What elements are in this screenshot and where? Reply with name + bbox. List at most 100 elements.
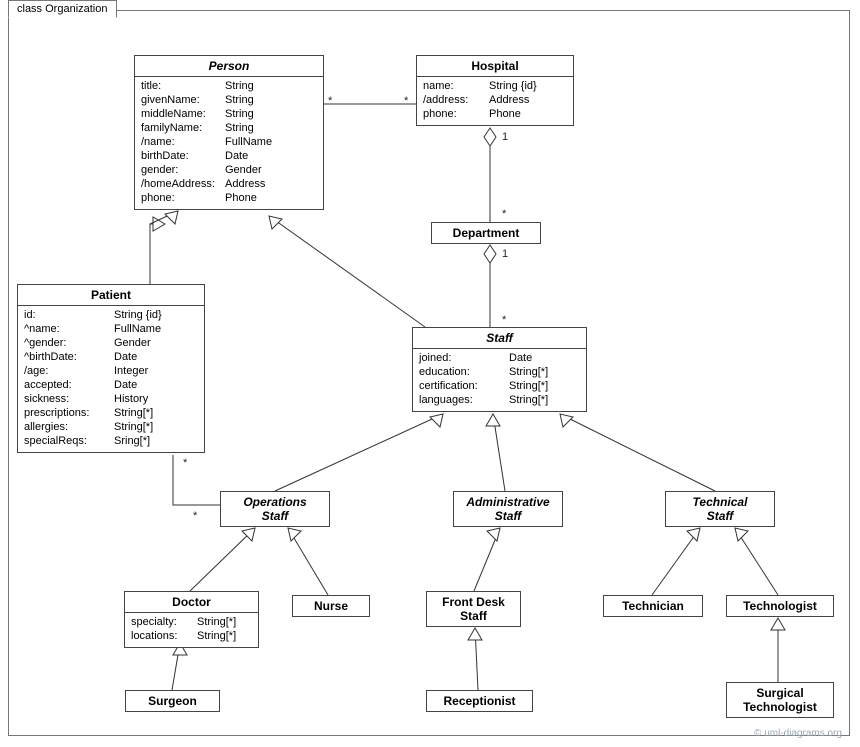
attr-type: String[*]: [197, 615, 236, 629]
attr-row: sickness:History: [24, 392, 198, 406]
attr-name: ^birthDate:: [24, 350, 114, 364]
attr-name: /address:: [423, 93, 489, 107]
attr-type: String: [225, 93, 254, 107]
attr-name: ^gender:: [24, 336, 114, 350]
class-title: Department: [432, 223, 540, 243]
class-title: Staff: [413, 328, 586, 349]
multiplicity-label: *: [193, 510, 197, 522]
attr-type: String[*]: [509, 365, 548, 379]
class-title: Technician: [604, 596, 702, 616]
attr-name: languages:: [419, 393, 509, 407]
attr-name: middleName:: [141, 107, 225, 121]
class-surgeon: Surgeon: [125, 690, 220, 712]
attr-type: String[*]: [509, 393, 548, 407]
class-nurse: Nurse: [292, 595, 370, 617]
multiplicity-label: *: [502, 208, 506, 220]
class-title: Hospital: [417, 56, 573, 77]
multiplicity-label: *: [183, 457, 187, 469]
class-techstaff: TechnicalStaff: [665, 491, 775, 527]
attr-name: prescriptions:: [24, 406, 114, 420]
class-title: Technologist: [727, 596, 833, 616]
class-frontdesk: Front DeskStaff: [426, 591, 521, 627]
attr-row: phone:Phone: [423, 107, 567, 121]
class-title: Receptionist: [427, 691, 532, 711]
class-technologist: Technologist: [726, 595, 834, 617]
attr-type: String {id}: [489, 79, 537, 93]
multiplicity-label: *: [328, 95, 332, 107]
attr-name: joined:: [419, 351, 509, 365]
attr-name: givenName:: [141, 93, 225, 107]
attr-row: accepted:Date: [24, 378, 198, 392]
attr-type: Integer: [114, 364, 148, 378]
class-person: Persontitle:StringgivenName:Stringmiddle…: [134, 55, 324, 210]
attr-name: title:: [141, 79, 225, 93]
attr-row: ^gender:Gender: [24, 336, 198, 350]
attr-type: String[*]: [114, 420, 153, 434]
attr-type: Date: [114, 350, 137, 364]
attr-row: allergies:String[*]: [24, 420, 198, 434]
attr-type: Address: [489, 93, 529, 107]
multiplicity-label: 1: [502, 131, 508, 143]
attr-type: Phone: [489, 107, 521, 121]
attr-row: title:String: [141, 79, 317, 93]
class-title: Nurse: [293, 596, 369, 616]
multiplicity-label: 1: [502, 248, 508, 260]
attr-name: /homeAddress:: [141, 177, 225, 191]
attr-name: accepted:: [24, 378, 114, 392]
attr-type: String[*]: [114, 406, 153, 420]
class-title: Patient: [18, 285, 204, 306]
attr-type: FullName: [114, 322, 161, 336]
class-title: Doctor: [125, 592, 258, 613]
class-title: Surgeon: [126, 691, 219, 711]
attr-name: phone:: [141, 191, 225, 205]
attr-name: birthDate:: [141, 149, 225, 163]
attr-type: Gender: [114, 336, 151, 350]
attr-type: Gender: [225, 163, 262, 177]
attr-type: Date: [509, 351, 532, 365]
attr-row: languages:String[*]: [419, 393, 580, 407]
watermark: © uml-diagrams.org: [754, 728, 842, 739]
class-technician: Technician: [603, 595, 703, 617]
attr-row: id:String {id}: [24, 308, 198, 322]
attr-name: phone:: [423, 107, 489, 121]
class-title: TechnicalStaff: [666, 492, 774, 526]
attr-type: FullName: [225, 135, 272, 149]
attr-type: Date: [225, 149, 248, 163]
attr-row: locations:String[*]: [131, 629, 252, 643]
attr-type: Phone: [225, 191, 257, 205]
attr-name: id:: [24, 308, 114, 322]
attr-row: /address:Address: [423, 93, 567, 107]
attr-name: education:: [419, 365, 509, 379]
attr-name: certification:: [419, 379, 509, 393]
attr-row: birthDate:Date: [141, 149, 317, 163]
attr-name: gender:: [141, 163, 225, 177]
attr-type: String: [225, 121, 254, 135]
attr-row: familyName:String: [141, 121, 317, 135]
class-receptionist: Receptionist: [426, 690, 533, 712]
attr-row: specialty:String[*]: [131, 615, 252, 629]
attr-row: /homeAddress:Address: [141, 177, 317, 191]
class-attrs: id:String {id}^name:FullName^gender:Gend…: [18, 306, 204, 452]
frame-label: class Organization: [8, 0, 117, 18]
attr-type: Address: [225, 177, 265, 191]
attr-name: /age:: [24, 364, 114, 378]
attr-type: String {id}: [114, 308, 162, 322]
class-doctor: Doctor specialty:String[*]locations:Strin…: [124, 591, 259, 648]
attr-type: String: [225, 107, 254, 121]
class-hospital: Hospitalname:String {id}/address:Address…: [416, 55, 574, 126]
attr-name: allergies:: [24, 420, 114, 434]
class-attrs: joined:Dateeducation:String[*]certificat…: [413, 349, 586, 411]
class-department: Department: [431, 222, 541, 244]
attr-row: certification:String[*]: [419, 379, 580, 393]
attr-name: ^name:: [24, 322, 114, 336]
attr-name: name:: [423, 79, 489, 93]
attr-row: joined:Date: [419, 351, 580, 365]
multiplicity-label: *: [502, 314, 506, 326]
attr-type: String: [225, 79, 254, 93]
class-title: Front DeskStaff: [427, 592, 520, 626]
class-surgtech: SurgicalTechnologist: [726, 682, 834, 718]
attr-name: familyName:: [141, 121, 225, 135]
class-attrs: name:String {id}/address:Addressphone:Ph…: [417, 77, 573, 125]
attr-row: ^name:FullName: [24, 322, 198, 336]
attr-row: givenName:String: [141, 93, 317, 107]
